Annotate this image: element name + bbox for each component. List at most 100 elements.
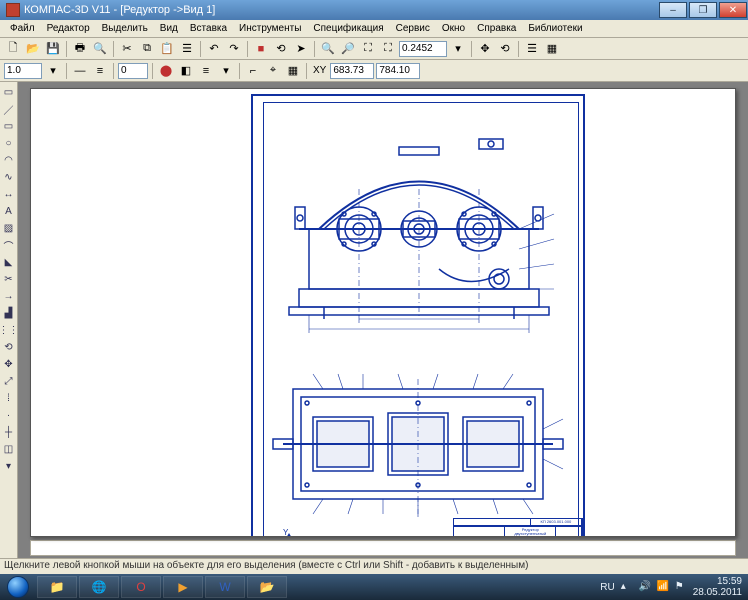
tool-break[interactable]: ⁞ <box>1 390 17 406</box>
menu-service[interactable]: Сервис <box>390 23 436 34</box>
tray-action-icon[interactable]: ⚑ <box>675 581 687 593</box>
tool-line[interactable]: ／ <box>1 101 17 117</box>
style1-button[interactable]: ⬤ <box>157 62 175 80</box>
tool-rotate[interactable]: ⟲ <box>1 339 17 355</box>
stop-button[interactable]: ■ <box>252 40 270 58</box>
zoom-input[interactable] <box>399 41 447 57</box>
undo-button[interactable]: ↶ <box>205 40 223 58</box>
coord-x-input[interactable] <box>330 63 374 79</box>
coord-label-xy: XY <box>311 65 328 76</box>
front-view <box>269 119 569 339</box>
taskbar-explorer[interactable]: 📁 <box>37 576 77 598</box>
toolbar-standard: 🗋 📂 💾 🖶 🔍 ✂ ⧉ 📋 ☰ ↶ ↷ ■ ⟲ ➤ 🔍 🔎 ⛶ ⛶ ▾ ✥ … <box>0 38 748 60</box>
zoomout-button[interactable]: 🔎 <box>339 40 357 58</box>
tool-axis[interactable]: ┼ <box>1 424 17 440</box>
system-tray: RU ▴ 🔊 📶 ⚑ 15:59 28.05.2011 <box>600 576 748 598</box>
taskbar-chrome[interactable]: 🌐 <box>79 576 119 598</box>
tool-point[interactable]: · <box>1 407 17 423</box>
tool-select[interactable]: ▭ <box>1 84 17 100</box>
tool-text[interactable]: A <box>1 203 17 219</box>
zoom-dropdown[interactable]: ▾ <box>449 40 467 58</box>
snap-button[interactable]: ⌖ <box>264 62 282 80</box>
top-view <box>263 369 573 519</box>
tool-block[interactable]: ◫ <box>1 441 17 457</box>
lineweight-button[interactable]: ≡ <box>91 62 109 80</box>
step-input[interactable] <box>118 63 148 79</box>
print-button[interactable]: 🖶 <box>71 40 89 58</box>
zoomin-button[interactable]: 🔍 <box>319 40 337 58</box>
menu-help[interactable]: Справка <box>471 23 522 34</box>
tool-more[interactable]: ▾ <box>1 458 17 474</box>
tool-rect[interactable]: ▭ <box>1 118 17 134</box>
ortho-button[interactable]: ⌐ <box>244 62 262 80</box>
cut-button[interactable]: ✂ <box>118 40 136 58</box>
menu-window[interactable]: Окно <box>436 23 471 34</box>
menu-bar: Файл Редактор Выделить Вид Вставка Инстр… <box>0 20 748 38</box>
tool-scale[interactable]: ⤢ <box>1 373 17 389</box>
zoomall-button[interactable]: ⛶ <box>379 40 397 58</box>
style2-button[interactable]: ◧ <box>177 62 195 80</box>
coord-y-input[interactable] <box>376 63 420 79</box>
work-area: ▭ ／ ▭ ○ ◠ ∿ ↔ A ▨ ⌒ ◣ ✂ → ▟ ⋮⋮ ⟲ ✥ ⤢ ⁞ ·… <box>0 82 748 558</box>
open-button[interactable]: 📂 <box>24 40 42 58</box>
grid2-button[interactable]: ▦ <box>284 62 302 80</box>
scale-dropdown[interactable]: ▾ <box>44 62 62 80</box>
pan-button[interactable]: ✥ <box>476 40 494 58</box>
tray-up-icon[interactable]: ▴ <box>621 581 633 593</box>
menu-select[interactable]: Выделить <box>96 23 154 34</box>
drawing-sheet[interactable]: КП 2603.001.000 Редуктордвухступенчатыйц… <box>30 88 736 537</box>
menu-spec[interactable]: Спецификация <box>307 23 389 34</box>
toolbar-current: ▾ — ≡ ⬤ ◧ ≡ ▾ ⌐ ⌖ ▦ XY <box>0 60 748 82</box>
linetype-button[interactable]: — <box>71 62 89 80</box>
start-button[interactable] <box>0 574 36 600</box>
minimize-button[interactable]: – <box>659 2 687 18</box>
grid-button[interactable]: ▦ <box>543 40 561 58</box>
props-button[interactable]: ☰ <box>178 40 196 58</box>
taskbar-opera[interactable]: O <box>121 576 161 598</box>
scale-input[interactable] <box>4 63 42 79</box>
tray-volume-icon[interactable]: 🔊 <box>639 581 651 593</box>
copy-button[interactable]: ⧉ <box>138 40 156 58</box>
menu-insert[interactable]: Вставка <box>184 23 233 34</box>
tool-mirror[interactable]: ▟ <box>1 305 17 321</box>
tool-dim[interactable]: ↔ <box>1 186 17 202</box>
rotate-button[interactable]: ⟲ <box>496 40 514 58</box>
zoomwin-button[interactable]: ⛶ <box>359 40 377 58</box>
refresh-button[interactable]: ⟲ <box>272 40 290 58</box>
tool-arc[interactable]: ◠ <box>1 152 17 168</box>
tool-fillet[interactable]: ⌒ <box>1 237 17 253</box>
menu-view[interactable]: Вид <box>154 23 184 34</box>
taskbar-word[interactable]: W <box>205 576 245 598</box>
close-button[interactable]: ✕ <box>719 2 747 18</box>
maximize-button[interactable]: ❐ <box>689 2 717 18</box>
tool-trim[interactable]: ✂ <box>1 271 17 287</box>
tool-array[interactable]: ⋮⋮ <box>1 322 17 338</box>
menu-editor[interactable]: Редактор <box>41 23 96 34</box>
tool-circle[interactable]: ○ <box>1 135 17 151</box>
menu-libraries[interactable]: Библиотеки <box>522 23 588 34</box>
new-button[interactable]: 🗋 <box>4 40 22 58</box>
tool-hatch[interactable]: ▨ <box>1 220 17 236</box>
layers-button[interactable]: ☰ <box>523 40 541 58</box>
status-hint: Щелкните левой кнопкой мыши на объекте д… <box>4 560 528 571</box>
tray-date[interactable]: 28.05.2011 <box>693 587 742 598</box>
taskbar-wmp[interactable]: ▶ <box>163 576 203 598</box>
command-input[interactable] <box>30 540 736 556</box>
tray-time[interactable]: 15:59 <box>693 576 742 587</box>
tool-chamfer[interactable]: ◣ <box>1 254 17 270</box>
menu-file[interactable]: Файл <box>4 23 41 34</box>
tool-spline[interactable]: ∿ <box>1 169 17 185</box>
taskbar-folder[interactable]: 📂 <box>247 576 287 598</box>
tray-network-icon[interactable]: 📶 <box>657 581 669 593</box>
tool-extend[interactable]: → <box>1 288 17 304</box>
menu-tools[interactable]: Инструменты <box>233 23 307 34</box>
tray-lang[interactable]: RU <box>600 582 614 593</box>
style3-button[interactable]: ≡ <box>197 62 215 80</box>
preview-button[interactable]: 🔍 <box>91 40 109 58</box>
save-button[interactable]: 💾 <box>44 40 62 58</box>
tool-move[interactable]: ✥ <box>1 356 17 372</box>
redo-button[interactable]: ↷ <box>225 40 243 58</box>
style-dropdown[interactable]: ▾ <box>217 62 235 80</box>
paste-button[interactable]: 📋 <box>158 40 176 58</box>
pointer-button[interactable]: ➤ <box>292 40 310 58</box>
